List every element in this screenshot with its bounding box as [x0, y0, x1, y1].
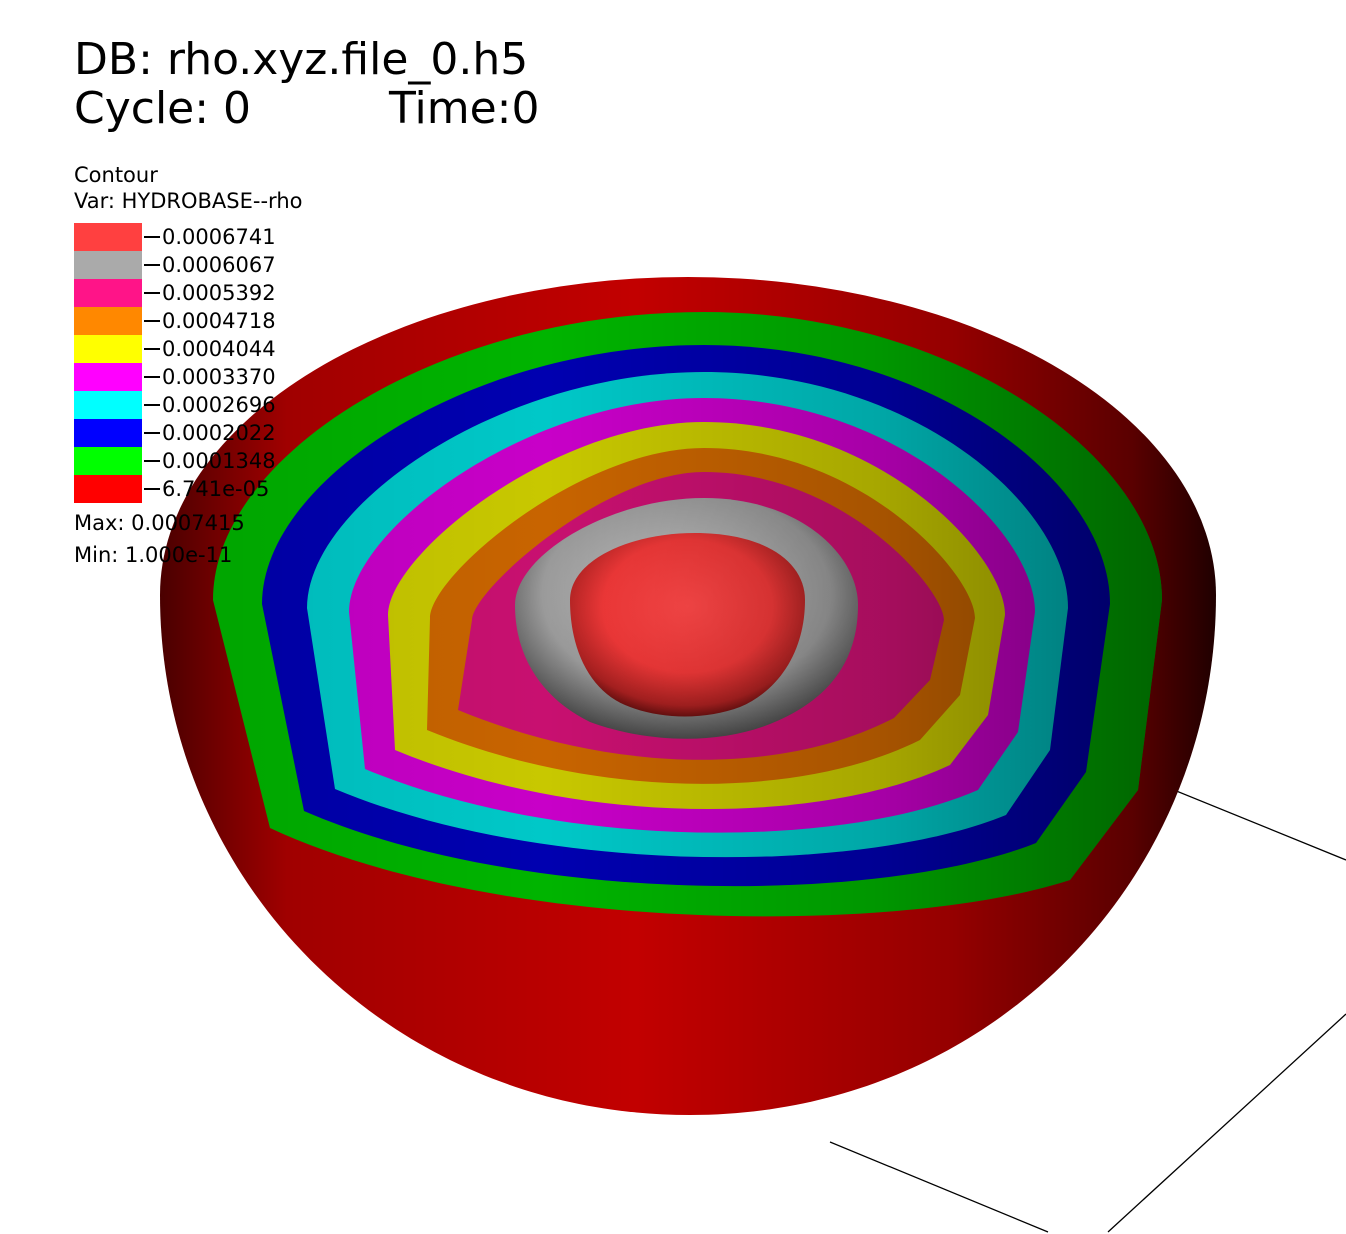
legend-items: 0.0006741 0.0006067 0.0005392 0.0004718 … — [74, 223, 374, 503]
legend-plot-type: Contour — [74, 163, 158, 187]
legend-value: 0.0004718 — [162, 309, 276, 333]
contour-cut-face — [213, 312, 1162, 917]
legend-swatch — [74, 419, 142, 447]
legend-item: 6.741e-05 — [74, 475, 374, 503]
legend-swatch — [74, 475, 142, 503]
legend-item: 0.0002696 — [74, 391, 374, 419]
contour-legend: Contour Var: HYDROBASE--rho 0.0006741 0.… — [74, 162, 374, 567]
legend-item: 0.0006067 — [74, 251, 374, 279]
axis-line — [829, 1141, 1049, 1233]
legend-swatch — [74, 363, 142, 391]
legend-swatch — [74, 279, 142, 307]
legend-max: Max: 0.0007415 — [74, 511, 245, 535]
legend-item: 0.0002022 — [74, 419, 374, 447]
legend-item: 0.0006741 — [74, 223, 374, 251]
legend-swatch — [74, 391, 142, 419]
time-label: Time:0 — [389, 83, 540, 134]
legend-value: 0.0006741 — [162, 225, 276, 249]
legend-swatch — [74, 447, 142, 475]
legend-swatch — [74, 335, 142, 363]
legend-value: 0.0005392 — [162, 281, 276, 305]
legend-variable: Var: HYDROBASE--rho — [74, 189, 303, 213]
legend-item: 0.0005392 — [74, 279, 374, 307]
legend-swatch — [74, 307, 142, 335]
legend-value: 6.741e-05 — [162, 477, 270, 501]
legend-value: 0.0003370 — [162, 365, 276, 389]
legend-value: 0.0004044 — [162, 337, 276, 361]
legend-item: 0.0004044 — [74, 335, 374, 363]
legend-item: 0.0003370 — [74, 363, 374, 391]
legend-swatch — [74, 223, 142, 251]
legend-value: 0.0002022 — [162, 421, 276, 445]
cycle-time-line: Cycle: 0 Time:0 — [74, 87, 540, 131]
legend-min: Min: 1.000e-11 — [74, 543, 233, 567]
legend-item: 0.0004718 — [74, 307, 374, 335]
legend-value: 0.0001348 — [162, 449, 276, 473]
legend-swatch — [74, 251, 142, 279]
database-title: DB: rho.xyz.file_0.h5 — [74, 34, 529, 85]
cycle-label: Cycle: 0 — [74, 83, 252, 134]
legend-value: 0.0002696 — [162, 393, 276, 417]
legend-value: 0.0006067 — [162, 253, 276, 277]
legend-item: 0.0001348 — [74, 447, 374, 475]
axis-line — [1107, 1013, 1346, 1233]
